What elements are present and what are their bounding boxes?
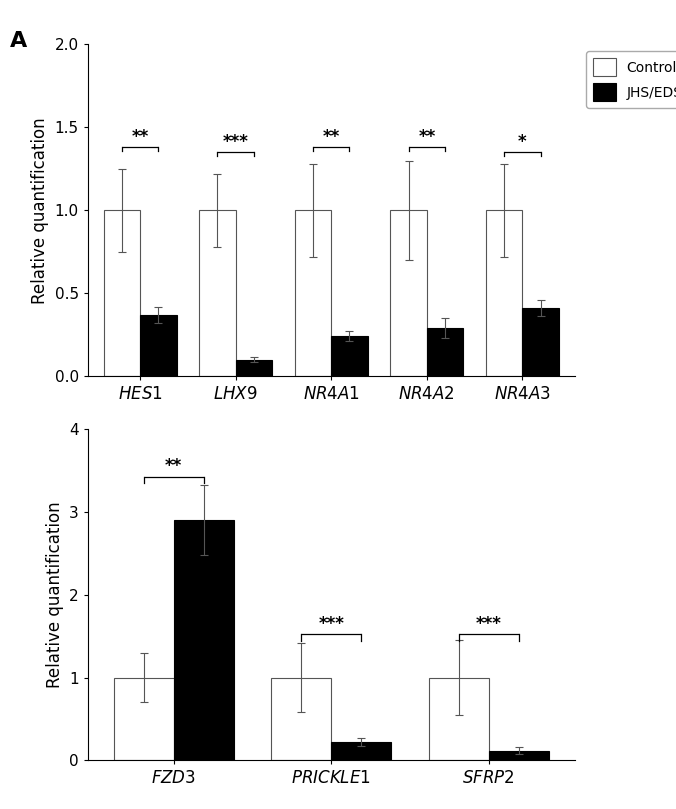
Bar bbox=[427, 328, 463, 376]
Text: ***: *** bbox=[318, 615, 344, 633]
Text: **: ** bbox=[131, 128, 149, 146]
Y-axis label: Relative quantification: Relative quantification bbox=[45, 502, 64, 688]
Bar bbox=[103, 210, 140, 376]
Text: **: ** bbox=[322, 128, 340, 146]
Bar bbox=[331, 337, 368, 376]
Bar bbox=[331, 742, 391, 760]
Bar bbox=[390, 210, 427, 376]
Bar bbox=[429, 678, 489, 760]
Bar bbox=[174, 520, 234, 760]
Text: **: ** bbox=[418, 128, 435, 146]
Bar bbox=[489, 751, 549, 760]
Bar bbox=[271, 678, 331, 760]
Bar bbox=[486, 210, 523, 376]
Bar bbox=[199, 210, 236, 376]
Bar bbox=[236, 359, 272, 376]
Text: **: ** bbox=[165, 457, 183, 475]
Bar bbox=[140, 315, 176, 376]
Text: ***: *** bbox=[222, 133, 249, 150]
Y-axis label: Relative quantification: Relative quantification bbox=[31, 117, 49, 303]
Bar bbox=[295, 210, 331, 376]
Text: ***: *** bbox=[476, 615, 502, 633]
Text: A: A bbox=[10, 32, 27, 51]
Legend: Controls, JHS/EDS-HT: Controls, JHS/EDS-HT bbox=[586, 52, 676, 108]
Text: *: * bbox=[518, 133, 527, 150]
Bar bbox=[523, 308, 559, 376]
Bar bbox=[114, 678, 174, 760]
